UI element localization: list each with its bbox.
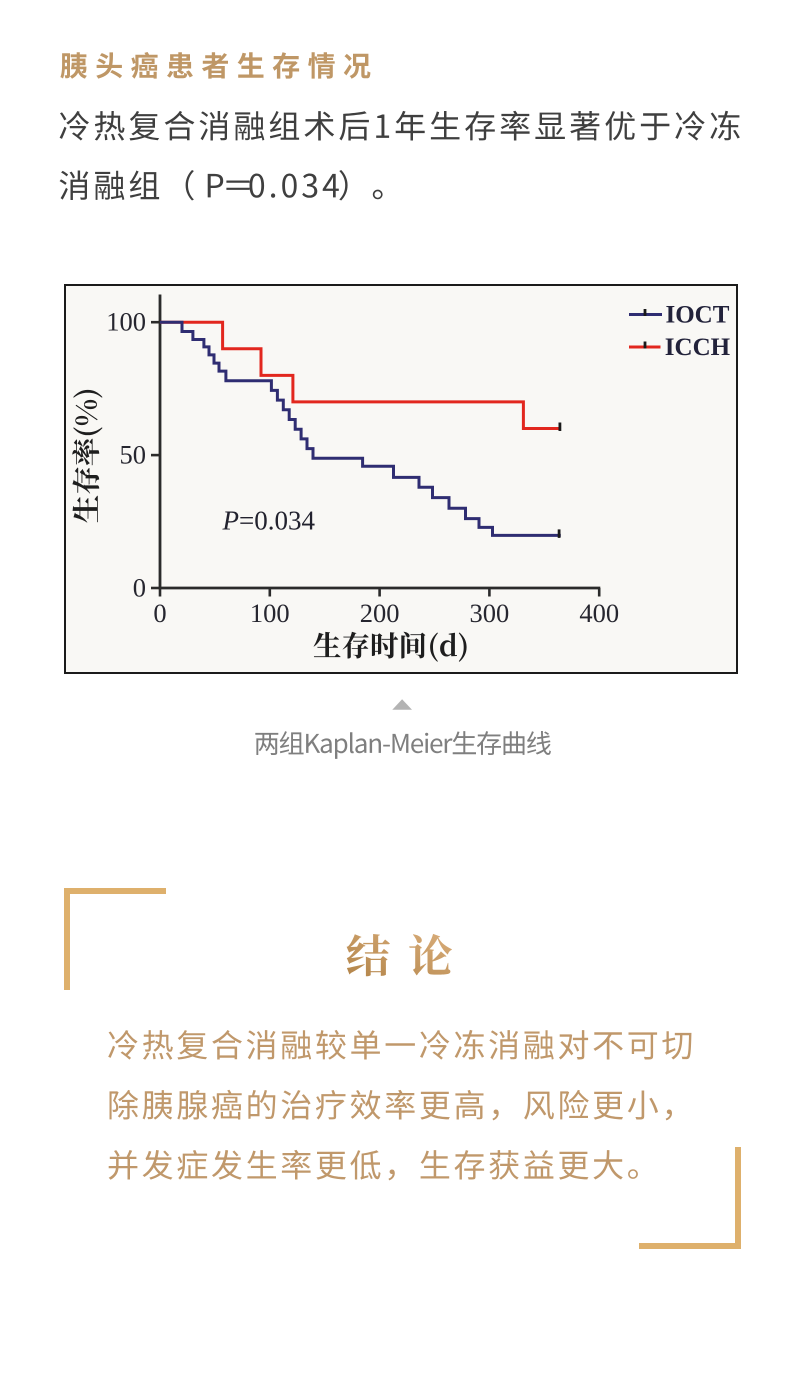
svg-text:400: 400 — [579, 598, 619, 628]
svg-text:100: 100 — [250, 598, 290, 628]
svg-text:100: 100 — [106, 307, 146, 337]
svg-text:300: 300 — [470, 598, 510, 628]
svg-text:P=0.034: P=0.034 — [222, 506, 316, 536]
svg-text:0: 0 — [153, 598, 166, 628]
svg-text:200: 200 — [360, 598, 400, 628]
svg-text:IOCT: IOCT — [666, 301, 730, 328]
svg-text:0: 0 — [133, 572, 146, 602]
svg-text:50: 50 — [120, 439, 147, 469]
svg-text:ICCH: ICCH — [665, 334, 731, 361]
